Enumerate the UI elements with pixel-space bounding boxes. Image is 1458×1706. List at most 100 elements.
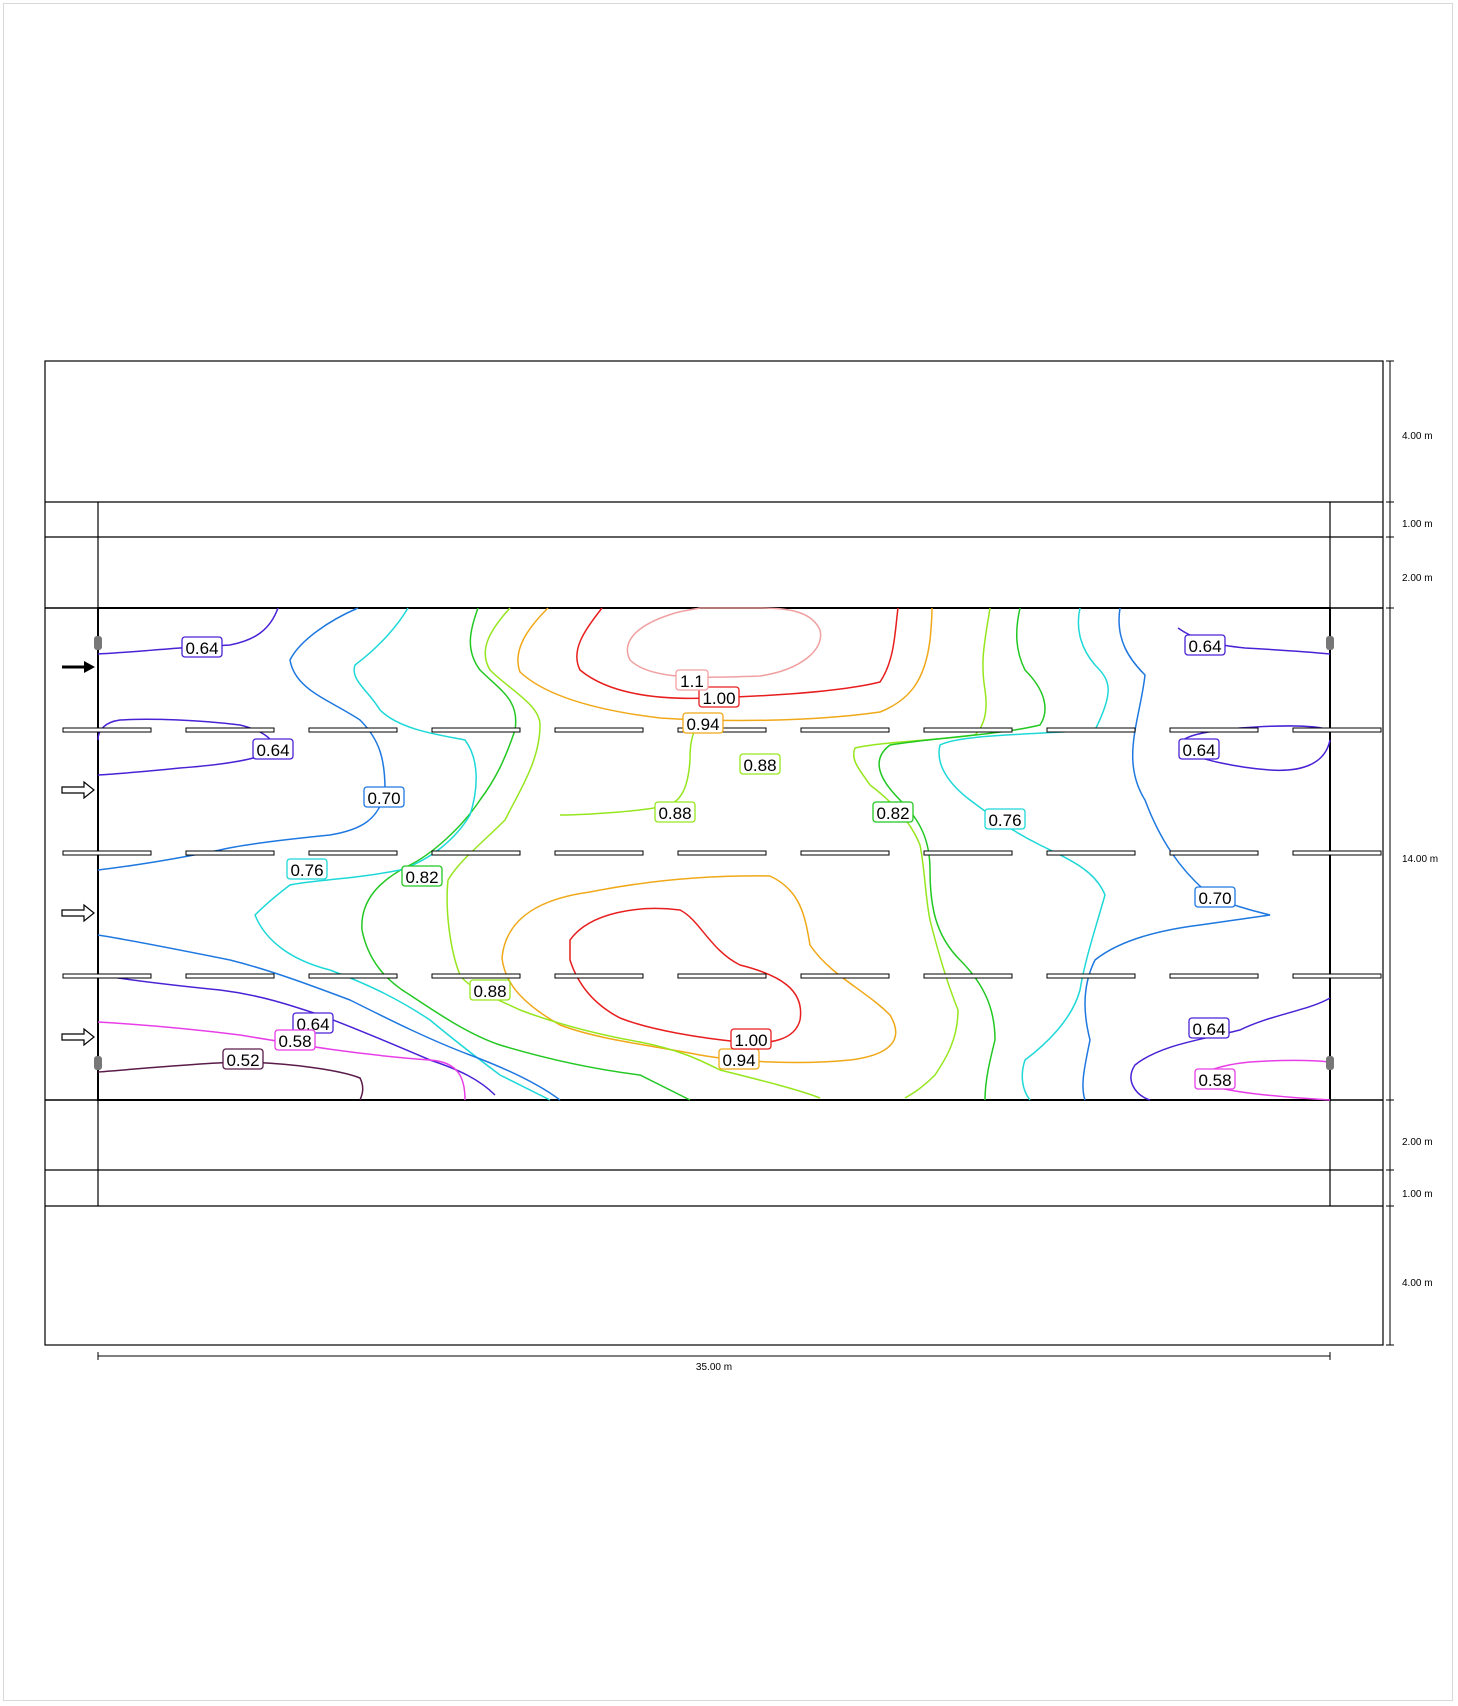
contour-1-00-top [576, 607, 899, 700]
contour-label-text: 0.82 [876, 804, 909, 823]
contour-label-text: 0.70 [367, 789, 400, 808]
contour-label-text: 0.64 [1182, 741, 1215, 760]
contour-label: 0.64 [292, 1012, 334, 1034]
luminaire-icon [1326, 636, 1334, 650]
contour-label-text: 0.64 [296, 1015, 329, 1034]
contour-label-text: 1.00 [734, 1031, 767, 1050]
contour-label: 0.64 [1178, 738, 1220, 760]
contour-label-text: 0.94 [686, 715, 719, 734]
contour-0-94-top [517, 607, 933, 722]
contour-0-94-bottom [501, 875, 897, 1064]
contour-label: 0.58 [274, 1029, 316, 1051]
contour-label: 0.76 [286, 858, 328, 880]
arrow-outline-icon [61, 1027, 95, 1047]
arrow-filled-icon [62, 661, 95, 673]
contour-label: 0.88 [469, 979, 511, 1001]
contour-label: 0.94 [718, 1048, 760, 1070]
contour-label-box [286, 858, 328, 880]
contour-label-box [872, 801, 914, 823]
contour-label: 0.88 [654, 801, 696, 823]
contour-label-box [675, 669, 709, 691]
contour-label: 0.64 [1184, 634, 1226, 656]
contour-label-text: 0.82 [405, 868, 438, 887]
contour-label-box [469, 979, 511, 1001]
contour-label-box [363, 786, 405, 808]
contour-label: 0.82 [401, 865, 443, 887]
contour-0-88-mid [559, 719, 701, 816]
contour-label-box [730, 1028, 772, 1050]
contour-1-00-bottom [569, 907, 802, 1044]
contour-label-box [401, 865, 443, 887]
luminaire-icon [94, 636, 102, 650]
contour-0-70-left [97, 607, 386, 871]
dimension-bottom [97, 1352, 1331, 1360]
contour-label: 0.64 [181, 636, 223, 658]
luminaire-markers [94, 636, 1334, 1070]
sheet-border [3, 3, 1453, 1701]
contour-label: 0.76 [984, 808, 1026, 830]
contour-label-text: 0.58 [1198, 1071, 1231, 1090]
dim-top-strip: 1.00 m [1402, 519, 1433, 530]
contour-labels: 0.64 0.64 0.64 0.64 0.64 0.64 0.70 0.70 0.76 0.76… [181, 634, 1236, 1090]
contour-label-text: 0.64 [256, 741, 289, 760]
contour-label-text: 0.58 [278, 1032, 311, 1051]
contour-label-box [1188, 1017, 1230, 1039]
dimension-right-labels: 4.00 m 1.00 m 2.00 m 14.00 m 2.00 m 1.00… [1402, 431, 1438, 1289]
contour-label-text: 0.76 [290, 861, 323, 880]
contour-label: 0.94 [682, 712, 724, 734]
contour-label-text: 0.64 [1192, 1020, 1225, 1039]
contour-label-box [698, 686, 740, 708]
marking-row-3 [62, 973, 1382, 979]
contour-label-box [1184, 634, 1226, 656]
contour-0-70-right [1082, 607, 1271, 1101]
arrow-outline-icon [61, 780, 95, 800]
contour-label-box [1178, 738, 1220, 760]
contour-label-text: 0.88 [743, 756, 776, 775]
contour-label-text: 0.64 [1188, 637, 1221, 656]
contour-label-box [274, 1029, 316, 1051]
contour-label-box [682, 712, 724, 734]
arrow-outline-icon [61, 903, 95, 923]
contour-label-box [222, 1048, 264, 1070]
contour-label-text: 0.70 [1198, 889, 1231, 908]
contour-0-64-bottom-right [1130, 997, 1331, 1101]
contour-label-box [252, 738, 294, 760]
dim-bottom-verge: 4.00 m [1402, 1278, 1433, 1289]
contour-0-70-bottom [97, 934, 561, 1101]
contour-1-1 [626, 607, 822, 678]
contour-label-text: 0.88 [658, 804, 691, 823]
contour-label-box [739, 753, 781, 775]
contour-0-88-top-left [446, 607, 821, 1099]
dimension-right [1386, 360, 1394, 1346]
contour-label-text: 0.52 [226, 1051, 259, 1070]
contour-label: 1.00 [730, 1028, 772, 1050]
dim-carriageway: 14.00 m [1402, 854, 1438, 865]
contour-label-box [181, 636, 223, 658]
contour-label: 1.1 [675, 669, 709, 691]
dim-width: 35.00 m [696, 1362, 732, 1373]
contour-0-82-right [878, 607, 1046, 1101]
contour-label: 1.00 [698, 686, 740, 708]
contour-label: 0.58 [1194, 1068, 1236, 1090]
dim-bottom-strip: 1.00 m [1402, 1189, 1433, 1200]
contour-label: 0.64 [252, 738, 294, 760]
dim-top-verge: 4.00 m [1402, 431, 1433, 442]
contour-label-text: 0.94 [722, 1051, 755, 1070]
contour-label: 0.88 [739, 753, 781, 775]
contour-label-box [654, 801, 696, 823]
contour-0-82-left [361, 607, 691, 1101]
luminaire-icon [1326, 1056, 1334, 1070]
contour-label-text: 0.64 [185, 639, 218, 658]
contour-label-box [1194, 886, 1236, 908]
contour-label: 0.70 [363, 786, 405, 808]
contour-0-64-mid-left [97, 718, 274, 776]
direction-arrows [61, 661, 95, 1047]
contour-label-box [1194, 1068, 1236, 1090]
contour-label-text: 1.1 [680, 672, 704, 691]
contour-label: 0.70 [1194, 886, 1236, 908]
contour-label: 0.82 [872, 801, 914, 823]
lane-markings [62, 727, 1382, 979]
luminaire-icon [94, 1056, 102, 1070]
